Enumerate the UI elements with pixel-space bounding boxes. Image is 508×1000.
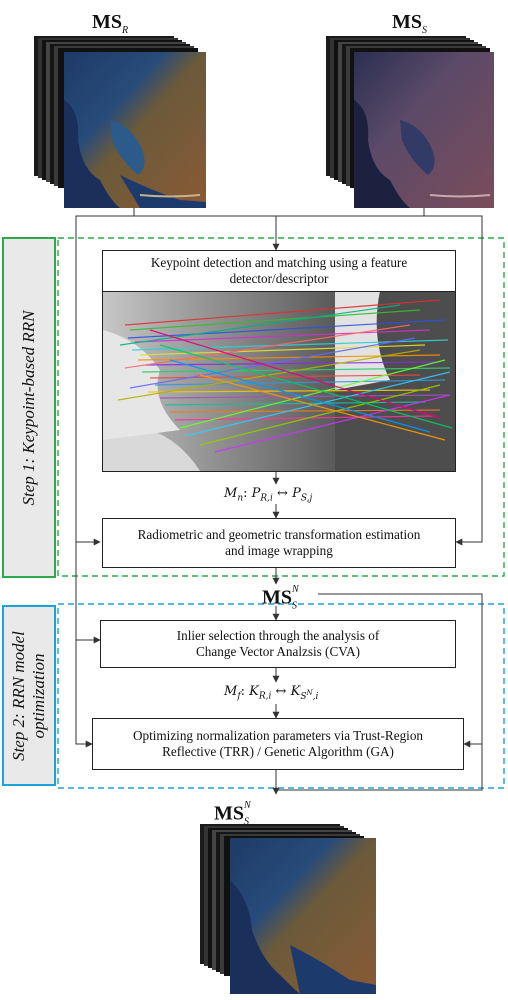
step1-label: Step 1: Keypoint-based RRN: [2, 237, 56, 578]
ms-s-label: MSS: [392, 11, 427, 36]
ms-sn-output-label: MSSN: [214, 800, 251, 828]
inlier-selection-box: Inlier selection through the analysis of…: [100, 620, 456, 668]
optimizing-parameters-box: Optimizing normalization parameters via …: [92, 718, 464, 770]
step2-frame: [57, 603, 505, 789]
ms-sn-output-image-stack: [200, 824, 376, 994]
step1-frame: [57, 237, 505, 577]
keypoint-detection-box: Keypoint detection and matching using a …: [102, 250, 456, 292]
step1-text: Step 1: Keypoint-based RRN: [19, 310, 38, 505]
ms-r-image-stack: [34, 36, 206, 208]
keypoint-image-border: [102, 291, 456, 472]
ms-r-label: MSR: [92, 11, 129, 36]
ms-sn-mid-label: MSSN: [262, 584, 299, 612]
radiometric-transformation-box: Radiometric and geometric transformation…: [102, 518, 456, 568]
matching-formula-mn: Mn: PR,i ↔ PS,j: [224, 486, 313, 504]
ms-s-image-stack: [326, 36, 494, 208]
matching-formula-mf: Mf: KR,i ↔ KSN,i: [224, 684, 319, 702]
step2-text: Step 2: RRN model optimization: [9, 630, 48, 761]
step2-label: Step 2: RRN model optimization: [2, 605, 56, 786]
keypoint-matching-image: [103, 291, 455, 471]
